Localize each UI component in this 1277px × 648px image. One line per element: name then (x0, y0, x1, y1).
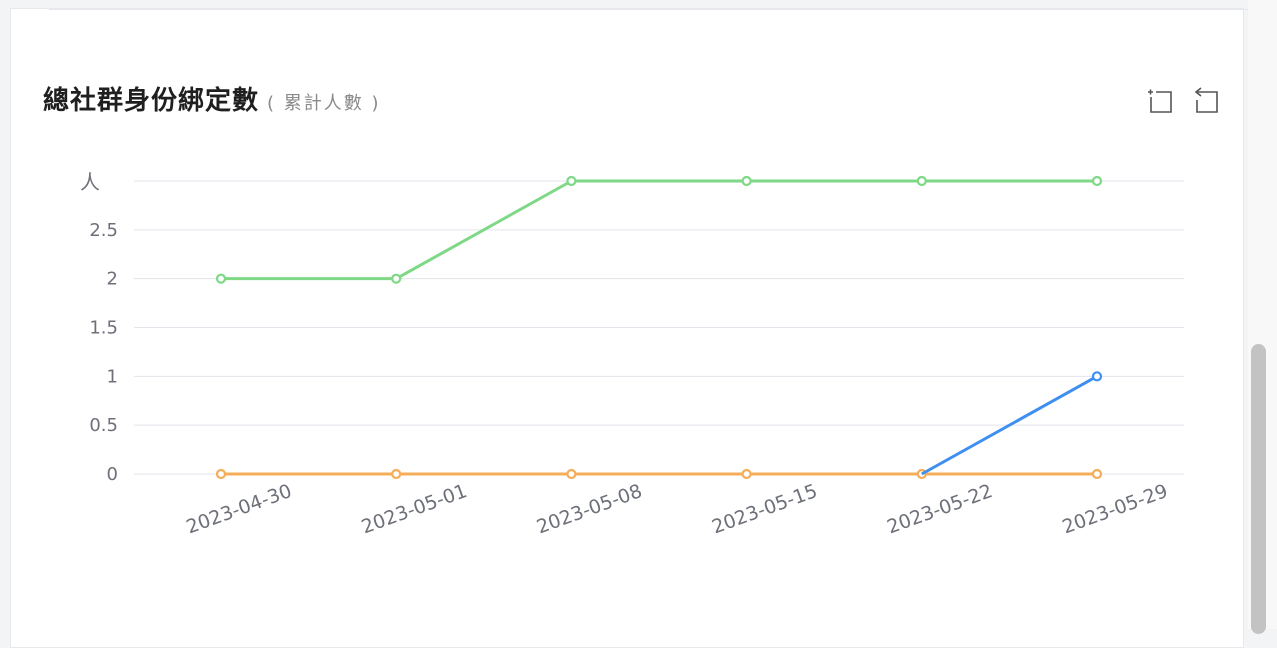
zoom-select-icon[interactable] (1147, 86, 1173, 116)
series-line (921, 375, 1098, 476)
data-point (215, 468, 227, 480)
card-divider (49, 9, 1255, 10)
series-line (221, 179, 1097, 281)
data-point (741, 175, 752, 187)
y-tick-label: 0.5 (89, 415, 118, 436)
data-point (916, 175, 927, 187)
x-tick-label: 2023-05-15 (709, 480, 820, 538)
chart-subtitle: ( 累計人數 ) (267, 93, 381, 114)
data-point (391, 468, 402, 480)
data-point (1091, 468, 1103, 480)
x-tick-label: 2023-05-22 (884, 480, 995, 538)
chart-title: 總社群身份綁定數 ( 累計人數 ) (43, 80, 381, 117)
data-point (566, 175, 577, 187)
chart-title-text: 總社群身份綁定數 (43, 86, 260, 116)
data-point (1091, 175, 1103, 187)
y-tick-label: 0 (107, 464, 118, 485)
x-tick-label: 2023-05-08 (534, 480, 645, 538)
data-point (741, 468, 752, 480)
scrollbar-thumb[interactable] (1251, 344, 1266, 634)
y-tick-label: 2.5 (89, 220, 118, 241)
y-tick-label: 1 (107, 366, 118, 387)
chart-toolbar (1147, 86, 1219, 116)
x-tick-label: 2023-05-01 (359, 480, 470, 538)
data-point (391, 273, 402, 284)
line-chart: 0 0.5 1 1.5 2 2.5 人 2023-04-30 2023-05-01 2023-05… (80, 170, 1184, 538)
y-tick-label: 2 (107, 269, 118, 290)
y-axis-label: 人 (80, 170, 100, 194)
x-tick-label: 2023-04-30 (183, 480, 294, 538)
data-point (566, 468, 577, 480)
y-tick-label: 1.5 (89, 318, 118, 339)
data-point (215, 273, 227, 284)
data-point (1091, 371, 1103, 382)
x-tick-label: 2023-05-29 (1059, 480, 1170, 538)
zoom-restore-icon[interactable] (1193, 86, 1219, 116)
